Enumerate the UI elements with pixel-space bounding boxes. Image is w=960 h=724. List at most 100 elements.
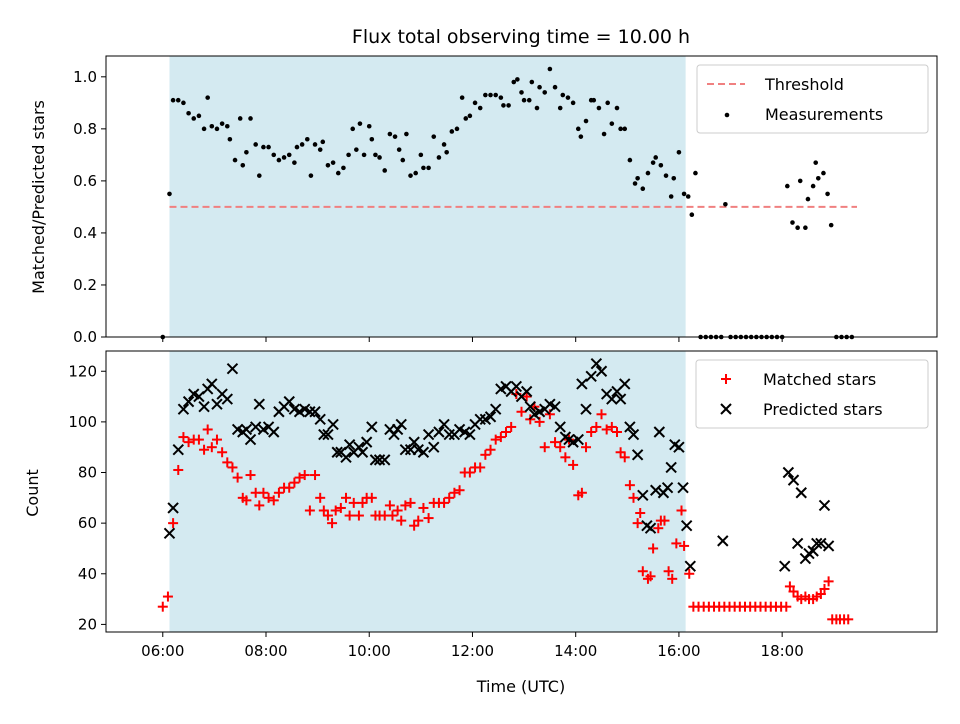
predicted-star-point [177, 403, 190, 415]
measurement-point [436, 155, 442, 160]
predicted-star-point [717, 535, 729, 547]
predicted-star-point [395, 418, 407, 431]
measurement-point [685, 194, 691, 199]
x-tick-label: 18:00 [761, 642, 804, 660]
matched-star-point [299, 470, 310, 481]
measurement-point [224, 123, 230, 129]
bottom-legend: Matched stars Predicted stars [695, 359, 929, 429]
measurement-point [797, 178, 803, 184]
matched-star-point [663, 566, 674, 577]
predicted-star-point [422, 428, 435, 441]
x-tick-label: 14:00 [554, 642, 597, 660]
legend-measurements-swatch [724, 112, 730, 118]
predicted-star-point [554, 421, 566, 433]
measurement-point [810, 183, 816, 189]
measurement-point [658, 162, 664, 168]
measurement-point [552, 84, 558, 90]
predicted-star-point [795, 487, 807, 499]
measurement-point [308, 173, 314, 178]
y-tick-label: 0.2 [73, 276, 97, 294]
measurement-point [276, 157, 282, 163]
legend-predicted-label: Predicted stars [763, 400, 883, 419]
predicted-star-point [433, 426, 445, 438]
measurement-point [244, 149, 249, 155]
top-panel: 0.0 0.2 0.4 0.6 0.8 1.0 Flux total observing … [29, 26, 938, 346]
matched-star-point [268, 495, 279, 506]
measurement-point [534, 105, 540, 111]
legend-matched-swatch [721, 374, 731, 384]
measurement-point [601, 131, 607, 137]
matched-star-point [819, 583, 830, 594]
measurement-point [668, 194, 674, 199]
measurement-point [227, 136, 233, 142]
measurement-point [813, 160, 819, 165]
matched-star-point [245, 470, 256, 481]
measurement-point [511, 79, 517, 85]
measurement-point [299, 142, 305, 147]
measurement-point [609, 121, 615, 126]
measurement-point [560, 92, 566, 98]
measurement-point [366, 123, 372, 129]
matched-star-point [392, 505, 403, 516]
predicted-star-point [627, 428, 640, 441]
measurement-point [501, 103, 506, 108]
bottom-panel: 20 40 60 80 100 120 06:00 08:00 10:00 12:00 14:00… [23, 350, 938, 696]
measurement-point [650, 160, 656, 165]
y-tick-label: 100 [68, 413, 97, 431]
matched-star-point [348, 497, 359, 508]
measurement-point [261, 144, 266, 150]
measurement-point [400, 157, 406, 163]
measurement-point [248, 116, 253, 121]
matched-star-point [637, 566, 648, 577]
predicted-star-point [782, 466, 795, 479]
predicted-star-point [417, 446, 430, 458]
matched-star-point [227, 462, 238, 473]
predicted-star-point [590, 357, 603, 370]
matched-star-point [475, 462, 486, 473]
predicted-star-point [304, 406, 316, 418]
matched-star-point [788, 586, 799, 597]
matched-star-point [423, 513, 434, 524]
y-tick-label: 0.0 [73, 328, 97, 346]
predicted-star-point [677, 481, 689, 494]
measurement-point [645, 170, 651, 176]
measurement-point [396, 147, 402, 152]
predicted-star-point [283, 395, 295, 408]
matched-star-point [341, 492, 352, 503]
matched-star-point [357, 497, 368, 508]
measurement-point [373, 152, 378, 158]
measurement-point [506, 103, 511, 108]
measurement-point [605, 100, 610, 106]
measurement-point [575, 126, 581, 132]
matched-stars-series [157, 389, 854, 625]
measurement-point [483, 92, 488, 98]
measurement-point [570, 100, 576, 106]
measurement-point [205, 95, 210, 100]
predicted-star-point [524, 400, 536, 413]
matched-star-point [387, 510, 398, 521]
predicted-star-point [631, 449, 644, 461]
matched-star-point [304, 505, 315, 516]
predicted-star-point [606, 393, 618, 405]
matched-star-point [315, 492, 326, 503]
measurement-point [361, 152, 367, 158]
legend-measurements-label: Measurements [765, 105, 883, 124]
measurement-point [369, 136, 375, 142]
matched-star-point [576, 487, 587, 498]
measurement-point [377, 155, 382, 160]
predicted-star-point [327, 418, 339, 431]
predicted-star-point [379, 454, 391, 466]
measurement-point [689, 212, 695, 218]
y-tick-label: 1.0 [73, 68, 97, 86]
y-tick-label: 120 [68, 362, 97, 380]
matched-star-point [648, 543, 659, 554]
measurement-point [596, 105, 602, 111]
predicted-star-point [309, 406, 321, 418]
measurement-point [640, 186, 646, 191]
matched-star-point [615, 447, 626, 458]
matched-star-point [409, 520, 420, 531]
predicted-star-point [787, 474, 800, 486]
matched-star-point [353, 510, 364, 521]
measurement-point [498, 95, 504, 100]
measurement-point [693, 170, 698, 176]
